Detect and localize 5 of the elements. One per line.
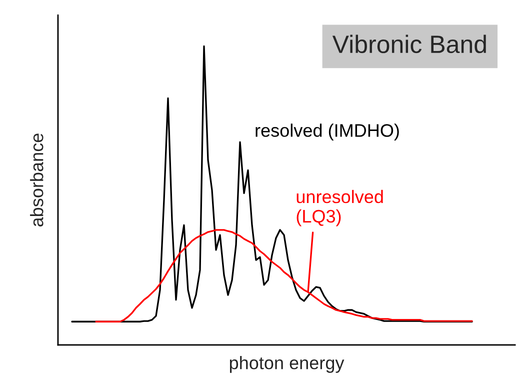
chart-title: Vibronic Band (332, 34, 486, 54)
series-label: resolved (IMDHO) (256, 124, 399, 140)
text: unresolved (LQ3) (296, 190, 383, 226)
y-axis-title: absorbance (30, 134, 44, 226)
x-axis-title: photon energy (230, 356, 344, 373)
